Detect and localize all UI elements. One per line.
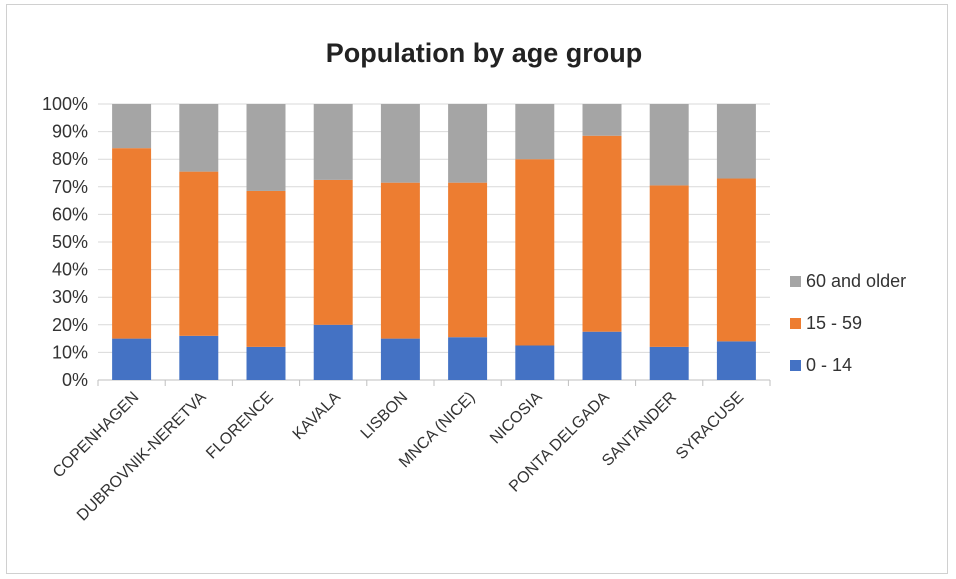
bars — [112, 104, 756, 380]
y-tick-label: 40% — [52, 260, 88, 280]
bar-segment — [649, 346, 689, 380]
bar-segment — [380, 104, 420, 183]
bar-segment — [716, 178, 756, 342]
y-tick-label: 30% — [52, 287, 88, 307]
bar-segment — [112, 148, 152, 339]
x-tick-label: DUBROVNIK-NERETVA — [74, 389, 210, 525]
legend-label: 60 and older — [806, 271, 906, 291]
bar-segment — [448, 337, 488, 380]
bar-segment — [582, 135, 622, 332]
bar-segment — [380, 338, 420, 380]
legend-swatch — [790, 360, 801, 371]
bar-segment — [515, 104, 555, 160]
y-tick-label: 20% — [52, 315, 88, 335]
bar-segment — [649, 185, 689, 347]
bar-segment — [380, 182, 420, 339]
legend-label: 0 - 14 — [806, 355, 852, 375]
y-tick-label: 10% — [52, 342, 88, 362]
bar-segment — [448, 104, 488, 183]
bar-segment — [179, 104, 219, 172]
bar-segment — [582, 331, 622, 380]
bar-segment — [246, 346, 286, 380]
y-tick-label: 100% — [42, 94, 88, 114]
bar-segment — [179, 335, 219, 380]
bar-segment — [716, 341, 756, 380]
y-axis: 0% 10% 20% 30% 40% 50% 60% 70% 80% 90% 100% — [42, 94, 88, 390]
bar-segment — [179, 171, 219, 336]
bar-segment — [448, 182, 488, 338]
x-tick-label: FLORENCE — [203, 389, 277, 463]
legend-swatch — [790, 276, 801, 287]
bar-segment — [313, 179, 353, 325]
legend-swatch — [790, 318, 801, 329]
bar-segment — [313, 324, 353, 380]
bar-segment — [515, 345, 555, 380]
bar-segment — [112, 104, 152, 149]
bar-segment — [112, 338, 152, 380]
x-tick-label: LISBON — [358, 389, 412, 443]
bar-segment — [246, 104, 286, 191]
bar-segment — [582, 104, 622, 136]
y-tick-label: 0% — [62, 370, 88, 390]
legend-label: 15 - 59 — [806, 313, 862, 333]
bar-segment — [649, 104, 689, 186]
y-tick-label: 80% — [52, 149, 88, 169]
bar-segment — [313, 104, 353, 180]
y-tick-label: 70% — [52, 177, 88, 197]
bar-segment — [515, 159, 555, 346]
x-tick-label: NICOSIA — [487, 389, 546, 448]
bar-segment — [716, 104, 756, 179]
y-tick-label: 90% — [52, 122, 88, 142]
x-tick-label: SYRACUSE — [673, 389, 747, 463]
chart-title: Population by age group — [326, 38, 643, 68]
x-tick-label: KAVALA — [290, 389, 345, 444]
y-tick-label: 60% — [52, 204, 88, 224]
legend: 60 and older 15 - 59 0 - 14 — [790, 271, 906, 375]
bar-segment — [246, 190, 286, 347]
y-tick-label: 50% — [52, 232, 88, 252]
